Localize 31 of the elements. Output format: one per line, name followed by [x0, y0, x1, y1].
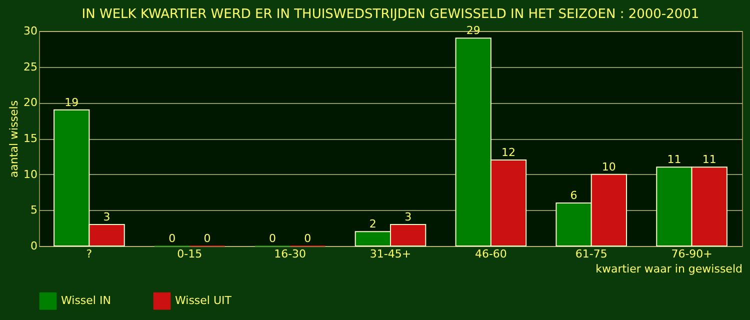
data-label: 0: [168, 232, 176, 245]
x-tick-label: 0-15: [177, 248, 202, 260]
data-label: 0: [304, 232, 312, 245]
data-label: 2: [369, 218, 376, 231]
data-label: 11: [702, 153, 716, 166]
data-label: 3: [103, 210, 110, 224]
data-label: 0: [204, 232, 211, 245]
y-tick-label: 10: [24, 168, 38, 181]
x-axis-title: kwartier waar in gewisseld: [596, 262, 742, 276]
legend-label: Wissel IN: [61, 294, 111, 308]
y-tick-label: 25: [24, 60, 38, 74]
x-tick-label: 31-45+: [370, 248, 412, 260]
data-label: 6: [570, 189, 578, 202]
legend-label: Wissel UIT: [175, 294, 232, 308]
y-tick-label: 0: [30, 240, 38, 252]
x-tick-label: 61-75: [575, 248, 608, 260]
x-tick-label: 16-30: [274, 248, 306, 260]
x-tick-label: 46-60: [474, 248, 507, 260]
data-label: 10: [602, 160, 616, 174]
x-tick-label: ?: [86, 248, 92, 260]
y-axis-title: aantal wissels: [8, 100, 21, 178]
y-tick-label: 15: [24, 132, 38, 145]
y-tick-label: 5: [30, 204, 38, 217]
y-tick-label: 30: [24, 24, 38, 38]
chart-title: IN WELK KWARTIER WERD ER IN THUISWEDSTRIJDEN GEWISSELD IN HET SEIZOEN : 2000-2001: [82, 7, 700, 22]
data-label: 11: [667, 153, 682, 166]
data-label: 3: [404, 210, 412, 224]
x-tick-label: 76-90+: [671, 248, 712, 260]
data-label: 0: [268, 232, 276, 245]
y-tick-label: 20: [24, 96, 38, 110]
data-label: 12: [502, 146, 516, 159]
